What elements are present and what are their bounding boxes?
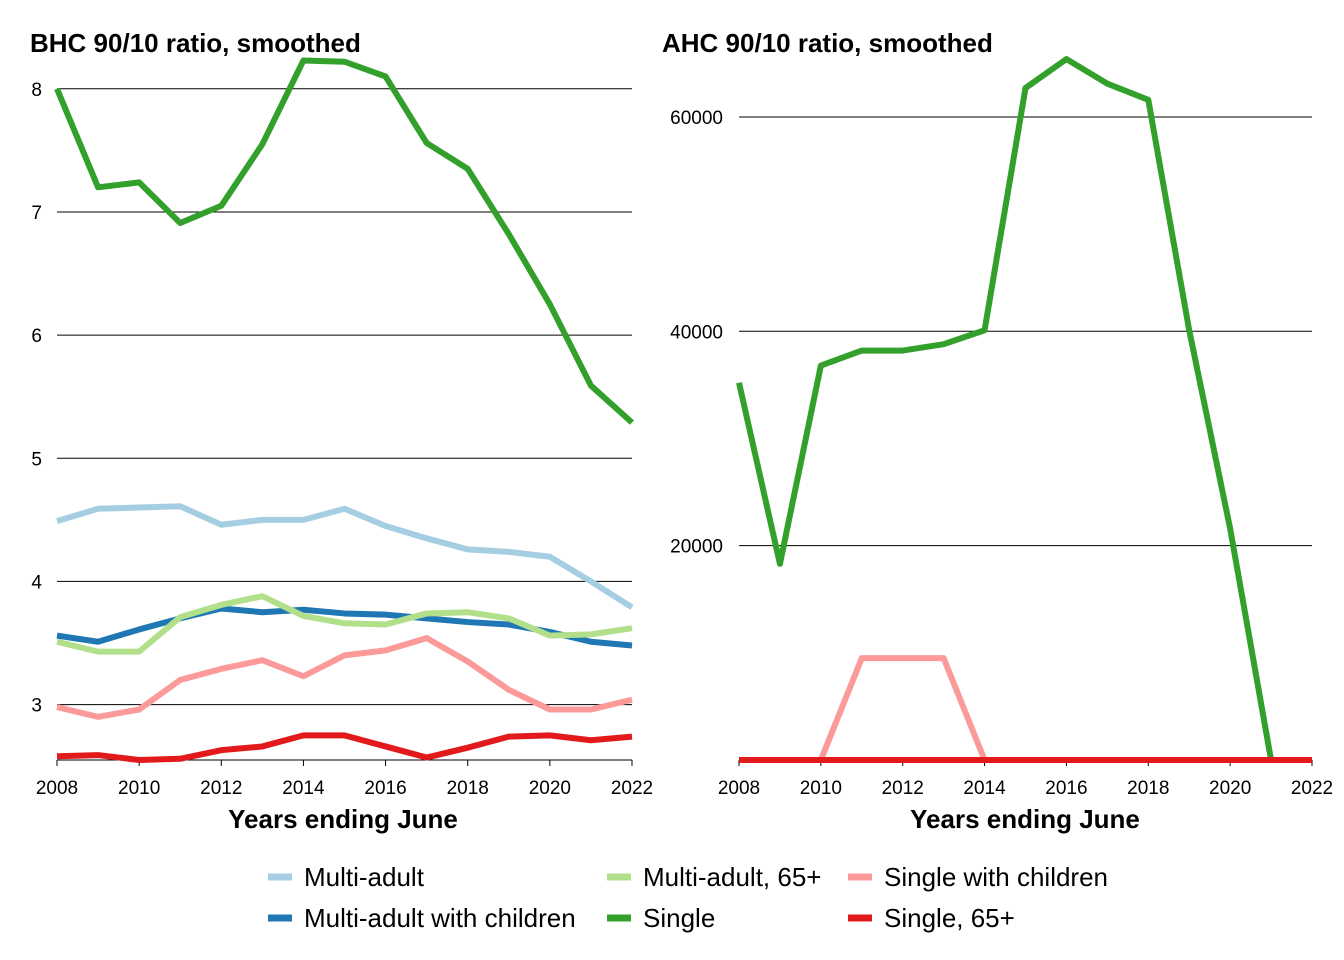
bhc-series-multi-adult-with-children	[56, 605, 633, 649]
legend-label: Multi-adult, 65+	[643, 862, 821, 892]
bhc-y-tick-label: 7	[31, 203, 42, 224]
bhc-y-tick-label: 5	[31, 449, 42, 470]
ahc-panel: AHC 90/10 ratio, smoothed Years ending J…	[662, 28, 1333, 834]
legend-label: Single with children	[884, 862, 1108, 892]
bhc-panel: BHC 90/10 ratio, smoothed Years ending J…	[30, 28, 653, 834]
bhc-x-axis-title: Years ending June	[228, 804, 458, 834]
ahc-x-tick-label: 2016	[1045, 778, 1087, 799]
ahc-y-tick-label: 20000	[670, 537, 723, 558]
bhc-x-tick-label: 2012	[200, 778, 242, 799]
ahc-x-tick-label: 2018	[1127, 778, 1169, 799]
bhc-series-multi-adult	[56, 503, 634, 610]
ahc-series-single	[736, 56, 1312, 763]
ahc-x-axis-title: Years ending June	[910, 804, 1140, 834]
bhc-y-tick-label: 8	[31, 80, 42, 101]
bhc-series-single	[54, 57, 635, 425]
legend-label: Single	[643, 903, 715, 933]
ahc-panel-title: AHC 90/10 ratio, smoothed	[662, 28, 993, 58]
bhc-series-multi-adult-65	[56, 593, 633, 655]
legend: Multi-adult Multi-adult, 65+ Single with c…	[268, 862, 1108, 933]
ahc-x-tick-label: 2010	[800, 778, 842, 799]
bhc-x-tick-label: 2008	[36, 778, 78, 799]
bhc-x-tick-label: 2014	[282, 778, 325, 799]
ahc-x-tick-label: 2020	[1209, 778, 1251, 799]
bhc-x-tick-label: 2020	[529, 778, 571, 799]
bhc-y-tick-label: 3	[31, 696, 42, 717]
bhc-x-tick-label: 2018	[447, 778, 489, 799]
bhc-x-tick-label: 2016	[364, 778, 406, 799]
bhc-x-tick-label: 2022	[611, 778, 653, 799]
ahc-x-tick-label: 2008	[718, 778, 760, 799]
bhc-y-tick-label: 6	[31, 326, 42, 347]
ahc-x-tick-label: 2014	[963, 778, 1006, 799]
bhc-x-tick-label: 2010	[118, 778, 160, 799]
ahc-y-tick-label: 40000	[670, 322, 723, 343]
bhc-series-single-65	[56, 732, 633, 763]
ahc-y-tick-label: 60000	[670, 108, 723, 129]
bhc-y-tick-label: 4	[31, 572, 42, 593]
ahc-x-tick-label: 2012	[882, 778, 924, 799]
legend-label: Single, 65+	[884, 903, 1015, 933]
ahc-x-tick-label: 2022	[1291, 778, 1333, 799]
legend-label: Multi-adult	[304, 862, 425, 892]
legend-label: Multi-adult with children	[304, 903, 576, 933]
bhc-series-single-with-children	[56, 635, 633, 720]
ahc-series-single-with-children	[739, 655, 1312, 763]
bhc-panel-title: BHC 90/10 ratio, smoothed	[30, 28, 361, 58]
